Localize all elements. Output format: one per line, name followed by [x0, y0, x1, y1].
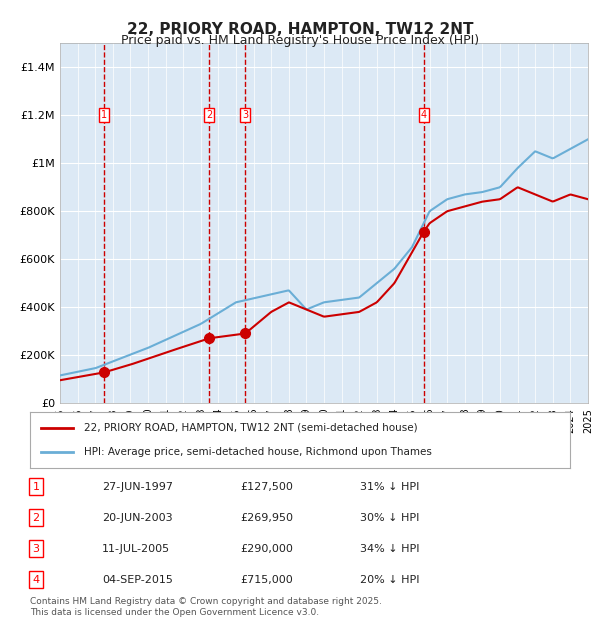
Text: 3: 3 — [242, 110, 248, 120]
Text: 3: 3 — [32, 544, 40, 554]
Text: 22, PRIORY ROAD, HAMPTON, TW12 2NT (semi-detached house): 22, PRIORY ROAD, HAMPTON, TW12 2NT (semi… — [84, 423, 418, 433]
Text: 04-SEP-2015: 04-SEP-2015 — [102, 575, 173, 585]
Text: 27-JUN-1997: 27-JUN-1997 — [102, 482, 173, 492]
Text: 20-JUN-2003: 20-JUN-2003 — [102, 513, 173, 523]
Text: 4: 4 — [421, 110, 427, 120]
Text: 31% ↓ HPI: 31% ↓ HPI — [360, 482, 419, 492]
Text: 11-JUL-2005: 11-JUL-2005 — [102, 544, 170, 554]
Text: £127,500: £127,500 — [240, 482, 293, 492]
Text: 30% ↓ HPI: 30% ↓ HPI — [360, 513, 419, 523]
Text: 34% ↓ HPI: 34% ↓ HPI — [360, 544, 419, 554]
Text: £269,950: £269,950 — [240, 513, 293, 523]
Text: 1: 1 — [32, 482, 40, 492]
Text: Price paid vs. HM Land Registry's House Price Index (HPI): Price paid vs. HM Land Registry's House … — [121, 34, 479, 47]
Text: 1: 1 — [101, 110, 107, 120]
Text: 2: 2 — [206, 110, 212, 120]
Text: 22, PRIORY ROAD, HAMPTON, TW12 2NT: 22, PRIORY ROAD, HAMPTON, TW12 2NT — [127, 22, 473, 37]
Text: 4: 4 — [32, 575, 40, 585]
Text: £290,000: £290,000 — [240, 544, 293, 554]
Text: 2: 2 — [32, 513, 40, 523]
Text: 20% ↓ HPI: 20% ↓ HPI — [360, 575, 419, 585]
Text: £715,000: £715,000 — [240, 575, 293, 585]
Text: HPI: Average price, semi-detached house, Richmond upon Thames: HPI: Average price, semi-detached house,… — [84, 448, 432, 458]
Text: Contains HM Land Registry data © Crown copyright and database right 2025.
This d: Contains HM Land Registry data © Crown c… — [30, 598, 382, 617]
